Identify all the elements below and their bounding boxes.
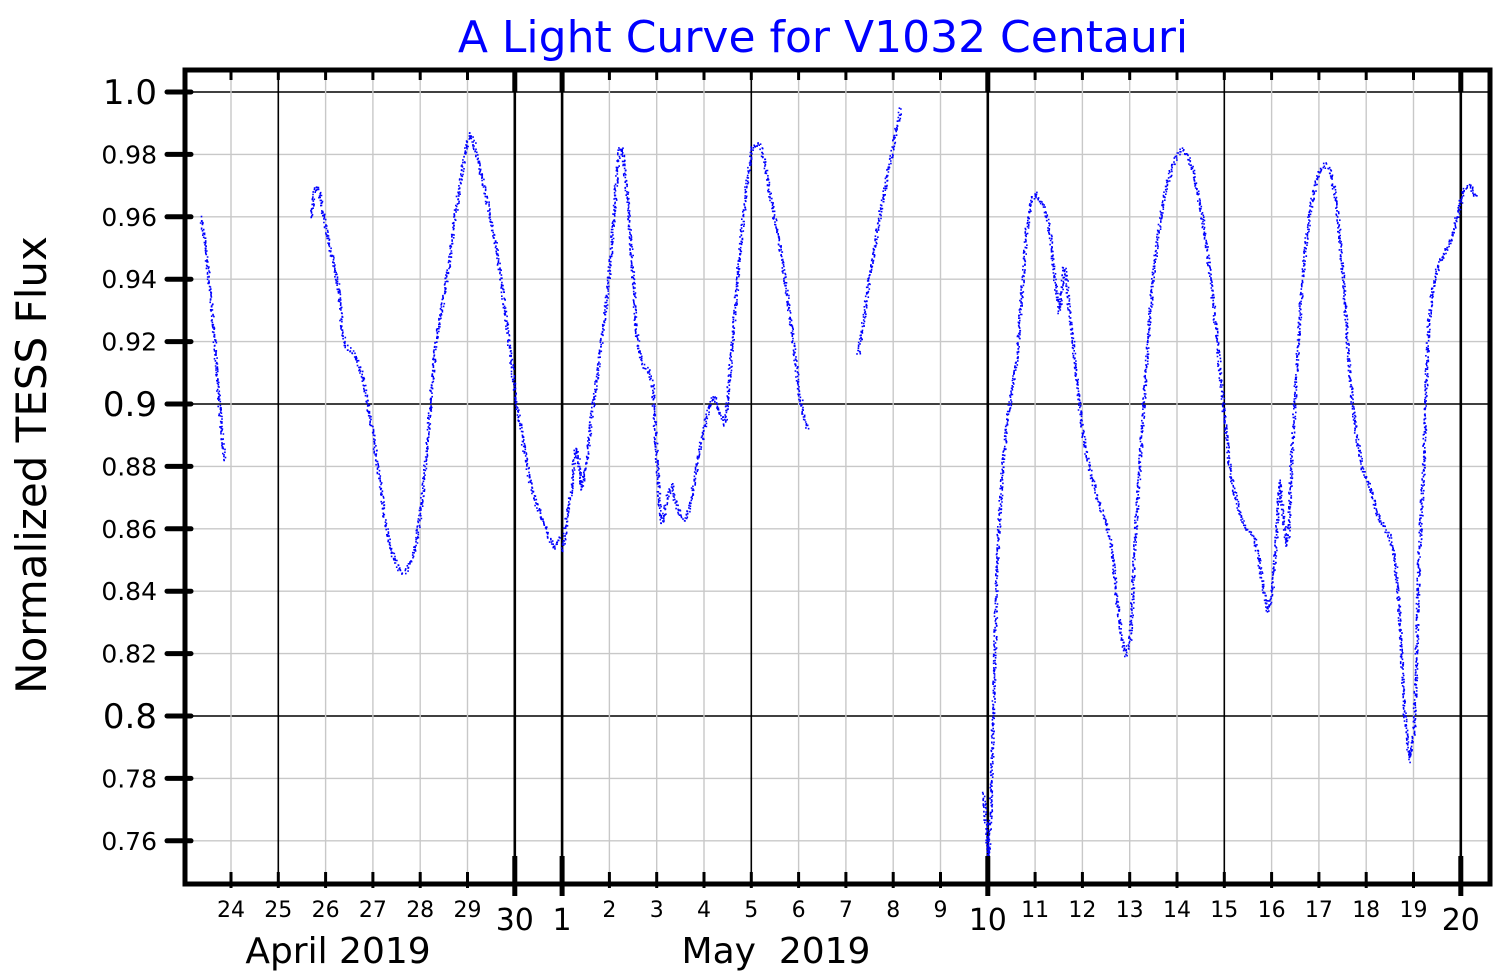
x-tick-label: 3 (650, 898, 664, 923)
x-tick-label: 29 (454, 898, 482, 923)
x-tick-label: 4 (697, 898, 711, 923)
x-tick-label: 15 (1210, 898, 1238, 923)
x-tick-label: 14 (1163, 898, 1191, 923)
x-tick-label: 20 (1442, 903, 1480, 938)
y-tick-label: 0.78 (101, 764, 157, 793)
x-tick-label: 13 (1116, 898, 1144, 923)
y-tick-label: 0.94 (101, 265, 157, 294)
x-tick-label: 8 (886, 898, 900, 923)
y-tick-label: 0.86 (101, 515, 157, 544)
x-tick-label: 5 (744, 898, 758, 923)
x-tick-label: 28 (406, 898, 434, 923)
x-tick-label: 10 (969, 903, 1007, 938)
x-axis-ticks: 24 25 26 27 28 29 30 1 2 3 4 5 6 7 8 9 10 11 12 13 14 15 16 17 1… (217, 70, 1480, 938)
x-tick-label: 1 (553, 903, 572, 938)
x-tick-label: 17 (1305, 898, 1333, 923)
y-tick-label: 0.92 (101, 328, 157, 357)
x-tick-label: 30 (496, 903, 534, 938)
data-points (199, 107, 1478, 861)
y-axis-label: Normalized TESS Flux (7, 236, 56, 694)
flux-scatter-series (199, 107, 1478, 861)
x-tick-label: 9 (934, 898, 948, 923)
y-tick-label: 1.0 (103, 73, 157, 113)
y-tick-label: 0.76 (101, 827, 157, 856)
x-tick-label: 26 (312, 898, 340, 923)
x-tick-label: 25 (264, 898, 292, 923)
gridlines (185, 70, 1490, 884)
plot-frame (182, 67, 1493, 887)
x-tick-label: 18 (1352, 898, 1380, 923)
y-tick-label: 0.82 (101, 640, 157, 669)
y-tick-label: 0.98 (101, 140, 157, 169)
plot-border (182, 67, 1493, 887)
x-tick-label: 12 (1068, 898, 1096, 923)
y-tick-label: 0.88 (101, 452, 157, 481)
y-tick-label: 0.8 (103, 697, 157, 737)
x-axis-label-may: May 2019 (682, 931, 871, 972)
x-tick-label: 2 (602, 898, 616, 923)
x-tick-label: 19 (1400, 898, 1428, 923)
x-tick-label: 11 (1021, 898, 1049, 923)
x-tick-label: 27 (359, 898, 387, 923)
y-tick-label: 0.84 (101, 577, 157, 606)
x-tick-label: 7 (839, 898, 853, 923)
x-tick-label: 6 (792, 898, 806, 923)
x-axis-label-april: April 2019 (245, 931, 430, 972)
chart-title: A Light Curve for V1032 Centauri (458, 12, 1188, 63)
y-tick-label: 0.96 (101, 203, 157, 232)
x-tick-label: 16 (1258, 898, 1286, 923)
y-axis-ticks: 1.0 0.98 0.96 0.94 0.92 0.9 0.88 0.86 0.84 0.82 0.… (101, 73, 194, 856)
y-tick-label: 0.9 (103, 385, 157, 425)
x-tick-label: 24 (217, 898, 245, 923)
